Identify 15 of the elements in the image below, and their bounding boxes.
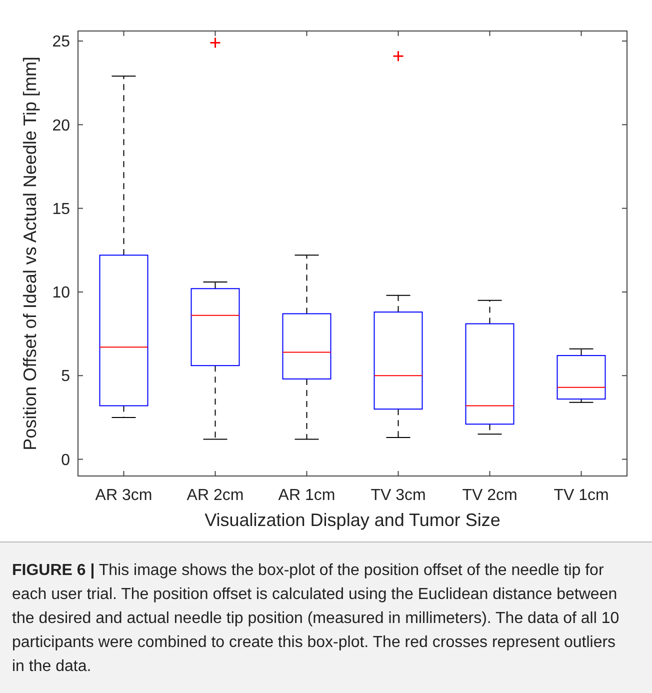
x-axis-title: Visualization Display and Tumor Size — [204, 510, 500, 530]
x-tick-label: AR 1cm — [278, 487, 336, 504]
y-tick-label: 10 — [52, 284, 70, 302]
y-tick-label: 25 — [52, 34, 70, 51]
y-axis-title: Position Offset of Ideal vs Actual Needle Tip [mm] — [20, 56, 40, 450]
x-tick-label: AR 3cm — [95, 487, 152, 504]
x-tick-label: TV 1cm — [554, 487, 609, 504]
y-tick-label: 20 — [52, 117, 70, 134]
x-tick-label: TV 3cm — [370, 487, 426, 504]
y-tick-label: 15 — [52, 200, 70, 218]
x-tick-label: AR 2cm — [186, 487, 244, 504]
caption: FIGURE 6 | This image shows the box-plot of the position offset of the needle tip for each user trial. The position offset is calculated using the Euclidean distance between the desired and actual needle tip position (measured in millimeters). The data of all 10 participants were combined to create this box-plot. The red crosses represent outliers in the data. — [12, 562, 620, 675]
y-tick-label: 0 — [61, 452, 70, 469]
y-tick-label: 5 — [61, 368, 70, 386]
x-tick-label: TV 2cm — [462, 487, 518, 504]
